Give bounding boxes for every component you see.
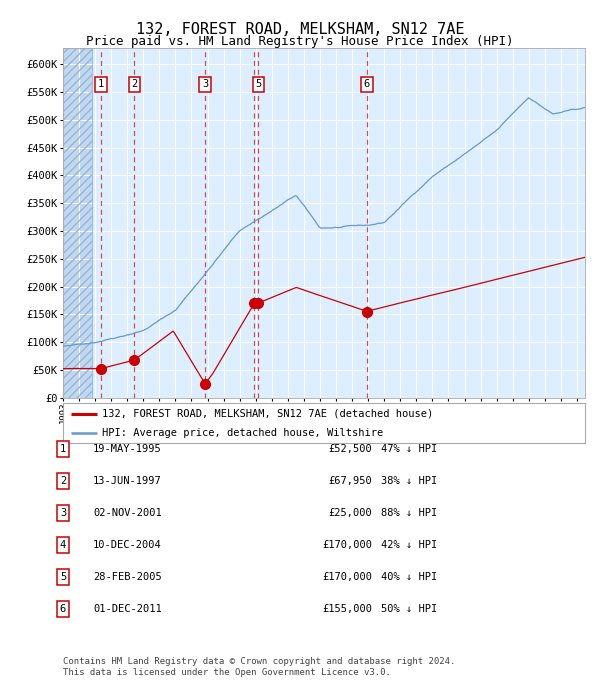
Text: 19-MAY-1995: 19-MAY-1995 <box>93 444 162 454</box>
Text: 88% ↓ HPI: 88% ↓ HPI <box>381 508 437 517</box>
Text: 1: 1 <box>98 80 104 89</box>
Text: 38% ↓ HPI: 38% ↓ HPI <box>381 476 437 486</box>
Text: 42% ↓ HPI: 42% ↓ HPI <box>381 540 437 549</box>
Text: 02-NOV-2001: 02-NOV-2001 <box>93 508 162 517</box>
Text: £52,500: £52,500 <box>328 444 372 454</box>
Text: 3: 3 <box>202 80 208 89</box>
Text: 10-DEC-2004: 10-DEC-2004 <box>93 540 162 549</box>
Text: 6: 6 <box>364 80 370 89</box>
Text: 01-DEC-2011: 01-DEC-2011 <box>93 604 162 613</box>
Bar <box>63 48 92 398</box>
Bar <box>63 48 92 398</box>
Text: Contains HM Land Registry data © Crown copyright and database right 2024.
This d: Contains HM Land Registry data © Crown c… <box>63 657 455 677</box>
Text: 2: 2 <box>60 476 66 486</box>
Text: 47% ↓ HPI: 47% ↓ HPI <box>381 444 437 454</box>
Text: HPI: Average price, detached house, Wiltshire: HPI: Average price, detached house, Wilt… <box>102 428 383 438</box>
Text: 132, FOREST ROAD, MELKSHAM, SN12 7AE: 132, FOREST ROAD, MELKSHAM, SN12 7AE <box>136 22 464 37</box>
Text: Price paid vs. HM Land Registry's House Price Index (HPI): Price paid vs. HM Land Registry's House … <box>86 35 514 48</box>
Text: 6: 6 <box>60 604 66 613</box>
Text: 4: 4 <box>60 540 66 549</box>
Text: 2: 2 <box>131 80 137 89</box>
Text: £170,000: £170,000 <box>322 540 372 549</box>
Text: 40% ↓ HPI: 40% ↓ HPI <box>381 572 437 581</box>
Text: £155,000: £155,000 <box>322 604 372 613</box>
Text: 13-JUN-1997: 13-JUN-1997 <box>93 476 162 486</box>
Text: 132, FOREST ROAD, MELKSHAM, SN12 7AE (detached house): 132, FOREST ROAD, MELKSHAM, SN12 7AE (de… <box>102 409 433 419</box>
Text: £170,000: £170,000 <box>322 572 372 581</box>
Text: 5: 5 <box>60 572 66 581</box>
Text: 50% ↓ HPI: 50% ↓ HPI <box>381 604 437 613</box>
Text: 3: 3 <box>60 508 66 517</box>
Text: £67,950: £67,950 <box>328 476 372 486</box>
Text: £25,000: £25,000 <box>328 508 372 517</box>
Text: 28-FEB-2005: 28-FEB-2005 <box>93 572 162 581</box>
Text: 1: 1 <box>60 444 66 454</box>
Text: 5: 5 <box>255 80 262 89</box>
